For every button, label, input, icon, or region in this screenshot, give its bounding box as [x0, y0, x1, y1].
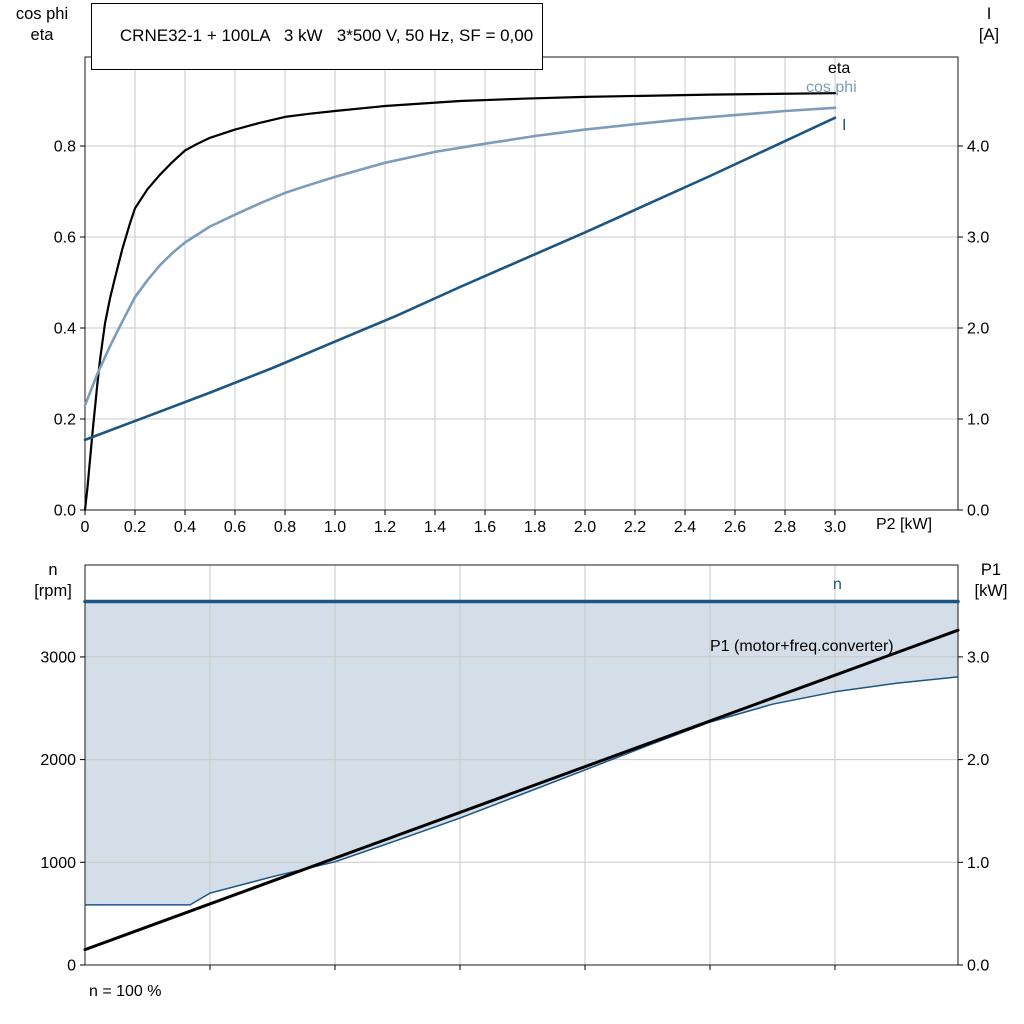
- axis-title-eta: eta: [30, 26, 54, 44]
- curve-current: [83, 116, 837, 442]
- top-right-axis-title: I [A]: [964, 4, 1014, 46]
- y-right-tick-label: 4.0: [967, 139, 989, 156]
- x-axis-tick-label: 0.2: [124, 519, 146, 536]
- x-axis-tick-label: 0: [81, 519, 90, 536]
- x-axis-tick-label: 0.8: [274, 519, 296, 536]
- y-left-tick-label: 0: [67, 958, 76, 975]
- p1-curve-label: P1 (motor+freq.converter): [710, 638, 894, 655]
- x-axis-tick-label: 1.0: [324, 519, 346, 536]
- cos-phi-curve-label: cos phi: [806, 79, 857, 96]
- chart-title: CRNE32-1 + 100LA 3 kW 3*500 V, 50 Hz, SF…: [119, 26, 534, 45]
- axis-title-speed-unit: [rpm]: [34, 582, 72, 600]
- speed-percent-footnote: n = 100 %: [89, 983, 162, 1000]
- axis-title-current: I: [986, 5, 992, 23]
- axis-title-p1-unit: [kW]: [974, 582, 1008, 600]
- y-right-tick-label: 2.0: [967, 752, 989, 769]
- y-left-tick-label: 1000: [40, 855, 76, 872]
- axis-title-current-unit: [A]: [978, 26, 1000, 44]
- y-left-tick-label: 0.8: [54, 139, 76, 156]
- x-axis-tick-label: 1.4: [424, 519, 446, 536]
- plot-border: [84, 56, 959, 511]
- x-axis-tick-label: 2.6: [724, 519, 746, 536]
- y-left-tick-label: 0.0: [54, 503, 76, 520]
- chart-title-box: CRNE32-1 + 100LA 3 kW 3*500 V, 50 Hz, SF…: [91, 3, 544, 70]
- y-left-tick-label: 0.4: [54, 321, 76, 338]
- x-axis-tick-label: 1.8: [524, 519, 546, 536]
- x-axis-tick-label: 3.0: [824, 519, 846, 536]
- y-left-tick-label: 0.2: [54, 412, 76, 429]
- x-axis-tick-label: 2.0: [574, 519, 596, 536]
- y-right-tick-label: 0.0: [967, 503, 989, 520]
- y-left-tick-label: 2000: [40, 752, 76, 769]
- current-curve-label: I: [842, 117, 847, 134]
- y-right-tick-label: 1.0: [967, 412, 989, 429]
- y-left-tick-label: 3000: [40, 649, 76, 666]
- x-axis-title: P2 [kW]: [876, 516, 933, 533]
- curve-p1-total: [83, 628, 960, 952]
- y-right-tick-label: 3.0: [967, 230, 989, 247]
- x-axis-tick-label: 2.2: [624, 519, 646, 536]
- y-right-tick-label: 3.0: [967, 649, 989, 666]
- operating-range-fill: [85, 601, 958, 905]
- curve-eta: [83, 92, 837, 512]
- x-axis-tick-label: 2.4: [674, 519, 696, 536]
- top-left-axis-title: cos phi eta: [6, 4, 78, 46]
- y-left-tick-label: 0.6: [54, 230, 76, 247]
- bottom-left-axis-title: n [rpm]: [23, 560, 83, 602]
- x-axis-tick-label: 0.6: [224, 519, 246, 536]
- y-right-tick-label: 2.0: [967, 321, 989, 338]
- axis-title-p1: P1: [980, 561, 1002, 579]
- curve-speed-lower-boundary: [84, 676, 959, 906]
- speed-curve-label: n: [833, 576, 842, 593]
- axis-title-cos-phi: cos phi: [15, 5, 69, 23]
- plot-border: [84, 564, 959, 966]
- x-axis-tick-label: 1.2: [374, 519, 396, 536]
- eta-curve-label: eta: [828, 60, 851, 77]
- axis-title-speed: n: [48, 561, 58, 579]
- x-axis-tick-label: 0.4: [174, 519, 196, 536]
- curve-cos-phi: [83, 106, 837, 407]
- x-axis-tick-label: 2.8: [774, 519, 796, 536]
- y-right-tick-label: 0.0: [967, 958, 989, 975]
- bottom-right-axis-title: P1 [kW]: [964, 560, 1018, 602]
- y-right-tick-label: 1.0: [967, 855, 989, 872]
- x-axis-tick-label: 1.6: [474, 519, 496, 536]
